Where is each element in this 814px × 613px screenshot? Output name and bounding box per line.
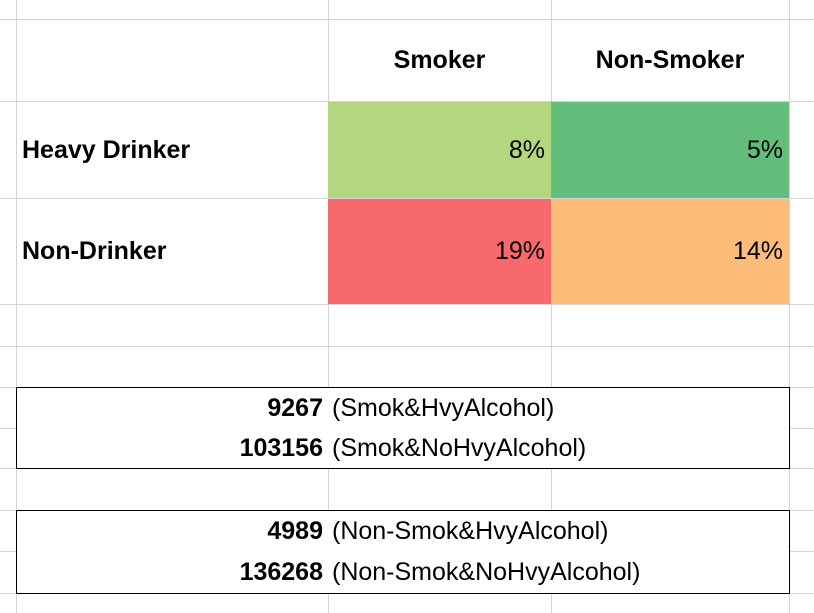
gridline: [0, 304, 814, 305]
gridline: [789, 0, 790, 613]
non-smoker-counts-box: [16, 510, 790, 594]
count-non-smok-hvy-alcohol[interactable]: 4989: [267, 517, 323, 545]
gridline: [16, 0, 17, 613]
col-header-non-smoker[interactable]: Non-Smoker: [595, 46, 745, 74]
label-smok-hvy-alcohol[interactable]: (Smok&HvyAlcohol): [332, 393, 555, 422]
count-smok-hvy-alcohol[interactable]: 9267: [267, 393, 323, 422]
gridline: [551, 0, 552, 613]
gridline: [328, 0, 329, 613]
cell-non-drinker-non-smoker[interactable]: 14%: [551, 199, 789, 304]
smoker-counts-box: [16, 387, 790, 469]
gridline: [0, 198, 814, 199]
count-non-smok-no-hvy-alcohol[interactable]: 136268: [239, 558, 323, 586]
gridline: [0, 19, 814, 20]
cell-heavy-drinker-non-smoker[interactable]: 5%: [551, 102, 789, 198]
gridline: [0, 346, 814, 347]
gridline: [0, 101, 814, 102]
row-label-heavy-drinker[interactable]: Heavy Drinker: [22, 135, 191, 164]
label-non-smok-no-hvy-alcohol[interactable]: (Non-Smok&NoHvyAlcohol): [332, 558, 641, 586]
label-smok-no-hvy-alcohol[interactable]: (Smok&NoHvyAlcohol): [332, 433, 587, 462]
row-label-non-drinker[interactable]: Non-Drinker: [22, 237, 167, 265]
cell-non-drinker-smoker[interactable]: 19%: [328, 199, 551, 304]
label-non-smok-hvy-alcohol[interactable]: (Non-Smok&HvyAlcohol): [332, 517, 609, 545]
col-header-smoker[interactable]: Smoker: [393, 46, 486, 74]
count-smok-no-hvy-alcohol[interactable]: 103156: [239, 433, 323, 462]
cell-heavy-drinker-smoker[interactable]: 8%: [328, 102, 551, 198]
